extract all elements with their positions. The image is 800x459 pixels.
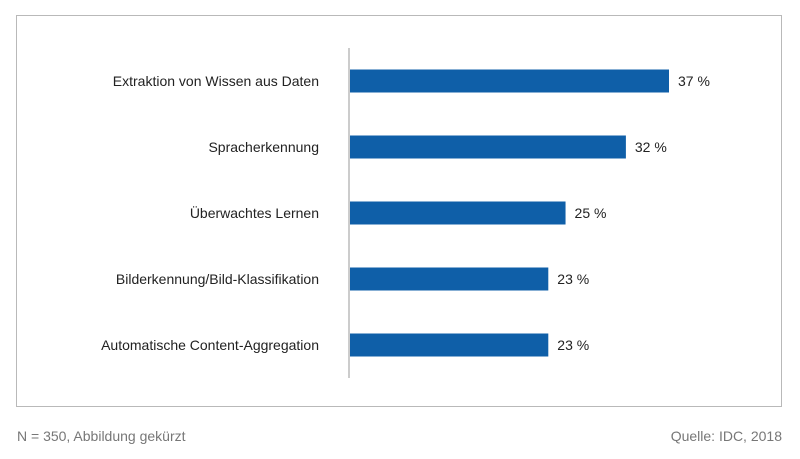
- value-label: 32 %: [635, 139, 667, 155]
- category-label: Spracherkennung: [208, 139, 319, 155]
- value-label: 37 %: [678, 73, 710, 89]
- bar: [350, 201, 566, 225]
- source-note: Quelle: IDC, 2018: [670, 428, 782, 444]
- value-label: 25 %: [575, 205, 607, 221]
- category-label: Überwachtes Lernen: [190, 204, 319, 221]
- bar: [350, 267, 549, 291]
- chart-frame: Extraktion von Wissen aus Daten 37 % Sprac…: [16, 15, 782, 407]
- value-label: 23 %: [557, 271, 589, 287]
- bar: [350, 69, 669, 93]
- category-label: Bilderkennung/Bild-Klassifikation: [116, 271, 319, 287]
- value-label: 23 %: [557, 337, 589, 353]
- bar: [350, 333, 549, 357]
- category-label: Extraktion von Wissen aus Daten: [113, 73, 319, 89]
- bar-chart: Extraktion von Wissen aus Daten 37 % Sprac…: [101, 48, 710, 378]
- sample-size-note: N = 350, Abbildung gekürzt: [17, 428, 186, 444]
- category-label: Automatische Content-Aggregation: [101, 337, 319, 353]
- bars-group: Extraktion von Wissen aus Daten 37 % Sprac…: [101, 69, 710, 357]
- bar: [350, 135, 626, 159]
